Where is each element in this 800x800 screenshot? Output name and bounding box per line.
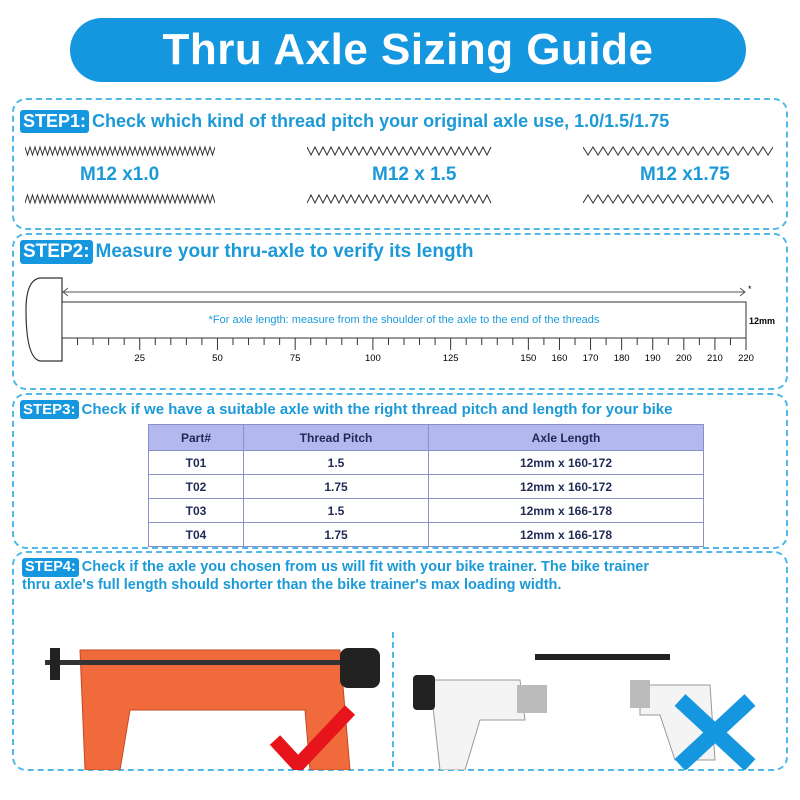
step2-section (12, 233, 788, 390)
step4-badge: STEP4: (22, 558, 79, 577)
table-row: T04 1.75 12mm x 166-178 (148, 522, 704, 547)
step3-badge: STEP3: (20, 400, 79, 419)
ruler-tick-label: 150 (520, 353, 537, 364)
ruler-tick-label: 25 (134, 353, 145, 364)
left-cup (517, 685, 547, 713)
step4-line1: Check if the axle you chosen from us wil… (81, 559, 650, 575)
axle-ruler-diagram (25, 277, 747, 362)
cell: T01 (148, 450, 244, 475)
cell: 1.5 (243, 450, 429, 475)
ruler-tick-label: 125 (442, 353, 459, 364)
axle-length-note: *For axle length: measure from the shoul… (208, 314, 600, 326)
ruler-ticks (77, 338, 747, 350)
page-title: Thru Axle Sizing Guide (70, 18, 746, 82)
knob (413, 675, 435, 710)
step2-badge: STEP2: (20, 240, 93, 264)
step3-text: Check if we have a suitable axle with th… (81, 401, 673, 418)
cell: 12mm x 160-172 (428, 450, 704, 475)
thread-m12x1.5-graphic (307, 145, 492, 205)
thru-axle (535, 654, 670, 660)
ruler-tick-label: 180 (613, 353, 630, 364)
divider (392, 632, 394, 767)
checkmark-icon (269, 705, 356, 770)
cell: 1.5 (243, 498, 429, 523)
step1-section (12, 98, 788, 230)
axle-head-shape (25, 277, 63, 362)
cell: 12mm x 166-178 (428, 522, 704, 547)
axle-table: Part# Thread Pitch Axle Length T01 1.5 12mm … (148, 424, 704, 547)
step3-heading: STEP3: Check if we have a suitable axle w… (20, 400, 786, 419)
table-row: T03 1.5 12mm x 166-178 (148, 498, 704, 523)
cell: T02 (148, 474, 244, 499)
step1-text: Check which kind of thread pitch your or… (92, 111, 670, 131)
col-header: Axle Length (428, 424, 704, 451)
step2-text: Measure your thru-axle to verify its len… (95, 241, 474, 262)
arrow-heads (62, 287, 746, 297)
thread-m12x1.0-graphic (25, 145, 215, 205)
trainer-fit-image (45, 648, 380, 770)
x-mark-icon (674, 694, 756, 770)
cell: T04 (148, 522, 244, 547)
ruler-tick-label: 100 (364, 353, 381, 364)
thread-label-1: M12 x1.0 (80, 164, 160, 185)
thread-m12x1.75-graphic (583, 146, 773, 204)
col-header: Part# (148, 424, 244, 451)
step4-text: STEP4: Check if the axle you chosen from … (22, 558, 786, 594)
axle-shaft (61, 301, 747, 339)
ruler-tick-label: 160 (551, 353, 568, 364)
thread-label-2: M12 x 1.5 (372, 164, 457, 185)
step1-badge: STEP1: (20, 110, 90, 133)
step4-section (12, 551, 788, 771)
table-row: T01 1.5 12mm x 160-172 (148, 450, 704, 475)
col-header: Thread Pitch (243, 424, 429, 451)
trainer-nofit-image (413, 654, 756, 770)
cell: 12mm x 160-172 (428, 474, 704, 499)
step2-heading: STEP2: Measure your thru-axle to verify i… (20, 240, 786, 264)
step3-section (12, 393, 788, 549)
ruler-tick-label: 210 (706, 353, 723, 364)
ruler-tick-label: 50 (212, 353, 223, 364)
step4-line2: thru axle's full length should shorter t… (22, 577, 562, 593)
cell: 12mm x 166-178 (428, 498, 704, 523)
table-header: Part# Thread Pitch Axle Length (148, 424, 704, 451)
step1-heading: STEP1: Check which kind of thread pitch y… (20, 110, 786, 133)
trainer-clamp (340, 648, 380, 688)
diameter-label: 12mm (749, 316, 776, 326)
trainer-left-part (429, 679, 526, 770)
ruler-tick-label: 75 (289, 353, 301, 364)
cell: 1.75 (243, 522, 429, 547)
right-cup (630, 680, 650, 708)
ruler-tick-label: 200 (675, 353, 692, 364)
thread-label-3: M12 x1.75 (640, 164, 730, 185)
ruler-tick-label: 220 (738, 353, 754, 364)
trainer-frame (79, 649, 351, 770)
ruler-tick-label: 190 (644, 353, 661, 364)
ruler-tick-label: 170 (582, 353, 599, 364)
cell: 1.75 (243, 474, 429, 499)
axle-knob (50, 648, 60, 680)
cell: T03 (148, 498, 244, 523)
table-row: T02 1.75 12mm x 160-172 (148, 474, 704, 499)
asterisk: * (748, 284, 752, 294)
thru-axle (45, 660, 345, 665)
